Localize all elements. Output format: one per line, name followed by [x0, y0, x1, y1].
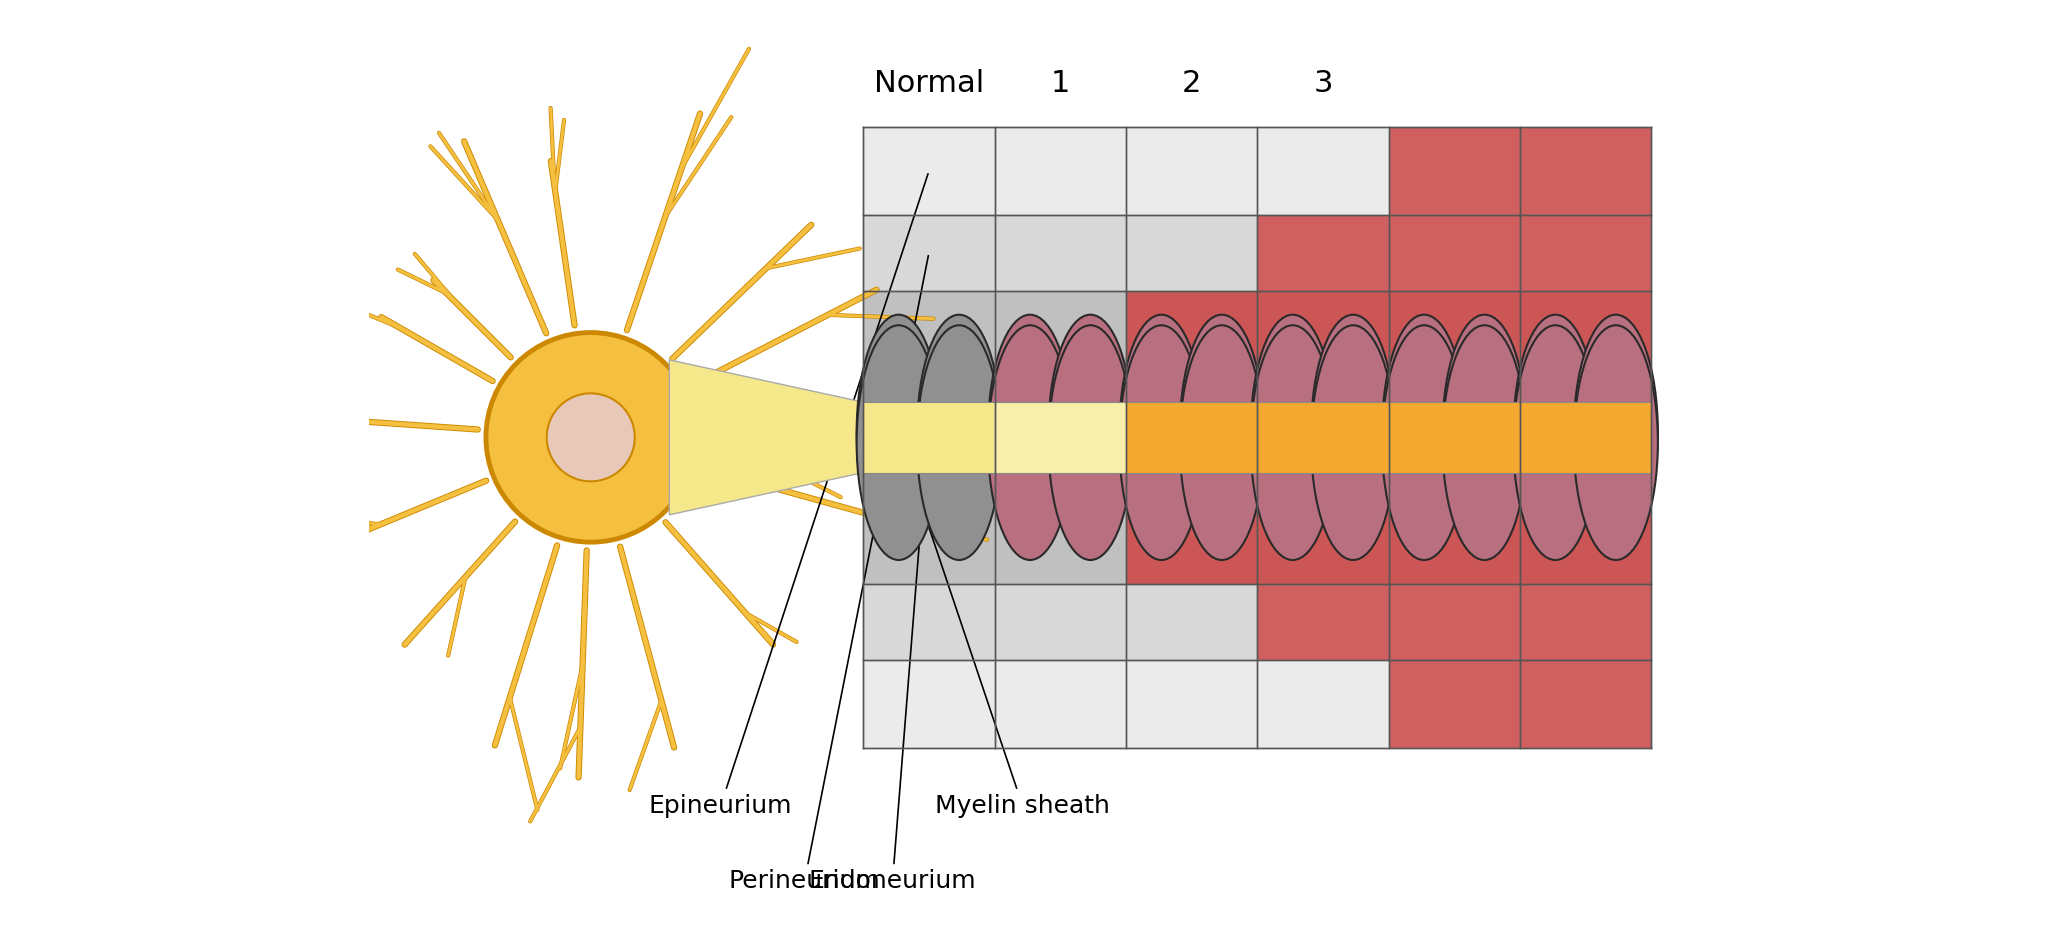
- Ellipse shape: [1311, 326, 1395, 560]
- Ellipse shape: [1382, 326, 1466, 560]
- Circle shape: [546, 393, 634, 481]
- Bar: [1127, 660, 1258, 747]
- Bar: [863, 584, 994, 660]
- Bar: [863, 660, 994, 747]
- Ellipse shape: [1049, 326, 1133, 560]
- Ellipse shape: [1180, 314, 1264, 549]
- Bar: [863, 127, 994, 216]
- Bar: [1519, 584, 1650, 660]
- Text: Endoneurium: Endoneurium: [808, 449, 975, 894]
- Bar: [1519, 402, 1650, 473]
- Bar: [1127, 402, 1258, 473]
- Ellipse shape: [1252, 314, 1335, 549]
- Bar: [1258, 216, 1389, 290]
- Bar: [1127, 290, 1258, 584]
- Bar: [863, 402, 994, 473]
- Bar: [1127, 584, 1258, 660]
- Bar: [1389, 216, 1519, 290]
- Bar: [1258, 402, 1389, 473]
- Ellipse shape: [916, 326, 1002, 560]
- Circle shape: [487, 333, 695, 542]
- Bar: [1389, 402, 1519, 473]
- Ellipse shape: [1575, 314, 1658, 549]
- Bar: [994, 216, 1127, 290]
- Ellipse shape: [1180, 326, 1264, 560]
- Ellipse shape: [1119, 326, 1202, 560]
- Text: 3: 3: [1313, 68, 1333, 98]
- Ellipse shape: [1575, 326, 1658, 560]
- Ellipse shape: [1049, 314, 1133, 549]
- Bar: [1389, 584, 1519, 660]
- Ellipse shape: [1513, 326, 1597, 560]
- Text: 1: 1: [1051, 68, 1070, 98]
- Ellipse shape: [1442, 326, 1526, 560]
- Ellipse shape: [1513, 314, 1597, 549]
- Bar: [994, 127, 1127, 216]
- Text: Perineurium: Perineurium: [728, 255, 928, 894]
- Bar: [863, 216, 994, 290]
- Bar: [863, 290, 994, 584]
- Ellipse shape: [1442, 314, 1526, 549]
- Bar: [1519, 290, 1650, 584]
- Ellipse shape: [988, 326, 1072, 560]
- Bar: [1389, 290, 1519, 584]
- Bar: [1389, 402, 1519, 473]
- Bar: [1519, 216, 1650, 290]
- Ellipse shape: [1382, 314, 1466, 549]
- Bar: [1389, 127, 1519, 216]
- Bar: [994, 660, 1127, 747]
- Bar: [994, 584, 1127, 660]
- Ellipse shape: [988, 314, 1072, 549]
- Ellipse shape: [857, 314, 941, 549]
- Text: Myelin sheath: Myelin sheath: [900, 440, 1110, 818]
- Text: Normal: Normal: [873, 68, 984, 98]
- Text: Epineurium: Epineurium: [648, 174, 928, 818]
- Polygon shape: [669, 360, 863, 515]
- Bar: [1519, 660, 1650, 747]
- Bar: [1258, 402, 1389, 473]
- Bar: [994, 402, 1127, 473]
- Bar: [1258, 290, 1389, 584]
- Text: 2: 2: [1182, 68, 1200, 98]
- Bar: [1519, 127, 1650, 216]
- Ellipse shape: [1311, 314, 1395, 549]
- Bar: [994, 402, 1127, 473]
- Ellipse shape: [857, 326, 941, 560]
- Bar: [1389, 660, 1519, 747]
- Bar: [994, 290, 1127, 584]
- Ellipse shape: [1252, 326, 1335, 560]
- Bar: [1519, 402, 1650, 473]
- Ellipse shape: [916, 314, 1002, 549]
- Bar: [1258, 660, 1389, 747]
- Bar: [1258, 127, 1389, 216]
- Bar: [1127, 216, 1258, 290]
- Bar: [1258, 584, 1389, 660]
- Bar: [863, 402, 994, 473]
- Bar: [1127, 127, 1258, 216]
- Ellipse shape: [1119, 314, 1202, 549]
- Bar: [1127, 402, 1258, 473]
